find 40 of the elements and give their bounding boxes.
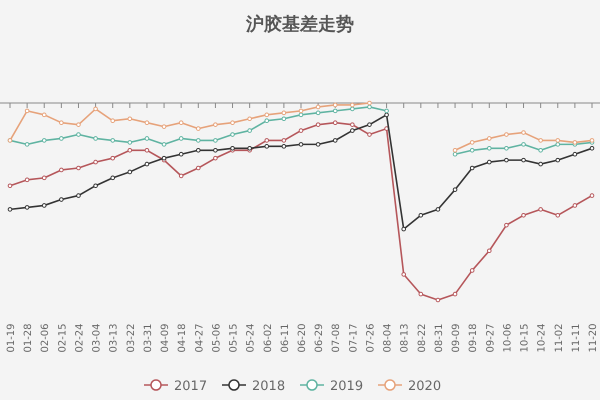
x-tick-label: 06-20 bbox=[297, 323, 308, 353]
x-tick-label: 04-18 bbox=[177, 323, 188, 353]
x-tick-label: 05-24 bbox=[246, 323, 257, 353]
x-tick-label: 07-26 bbox=[365, 323, 376, 353]
x-tick-label: 08-31 bbox=[434, 323, 445, 353]
x-tick-label: 02-15 bbox=[57, 323, 68, 353]
x-tick-label: 08-04 bbox=[382, 323, 394, 353]
x-tick-label: 06-02 bbox=[262, 323, 274, 353]
x-tick-label: 11-20 bbox=[588, 323, 599, 353]
x-tick-label: 03-13 bbox=[108, 323, 120, 353]
x-tick-label: 05-06 bbox=[211, 323, 222, 353]
x-tick-label: 06-11 bbox=[280, 323, 291, 353]
x-tick-label: 09-09 bbox=[451, 323, 462, 353]
x-tick-label: 06-29 bbox=[314, 323, 326, 353]
x-tick-label: 11-11 bbox=[570, 323, 582, 353]
x-tick-label: 04-09 bbox=[160, 323, 172, 353]
x-tick-label: 05-15 bbox=[228, 323, 240, 353]
x-tick-label: 11-02 bbox=[554, 323, 565, 353]
legend-label: 2018 bbox=[252, 379, 286, 394]
x-tick-label: 07-08 bbox=[331, 323, 342, 353]
x-tick-label: 03-04 bbox=[92, 323, 103, 353]
x-tick-label: 01-28 bbox=[23, 323, 34, 353]
x-tick-label: 09-27 bbox=[485, 323, 496, 353]
chart-title: 沪胶基差走势 bbox=[245, 14, 354, 35]
x-tick-label: 07-17 bbox=[348, 323, 360, 353]
legend-label: 2017 bbox=[174, 379, 208, 394]
x-tick-label: 08-13 bbox=[400, 323, 411, 353]
x-tick-label: 03-22 bbox=[126, 323, 137, 353]
x-tick-label: 09-18 bbox=[468, 323, 480, 353]
x-tick-label: 04-27 bbox=[194, 323, 206, 353]
x-tick-label: 01-19 bbox=[6, 323, 17, 353]
x-tick-label: 10-15 bbox=[520, 323, 531, 353]
legend-label: 2020 bbox=[408, 379, 442, 394]
x-tick-label: 03-31 bbox=[142, 323, 154, 353]
x-tick-label: 10-06 bbox=[502, 323, 514, 353]
legend-label: 2019 bbox=[330, 379, 364, 394]
x-tick-label: 08-22 bbox=[416, 323, 428, 353]
x-tick-label: 02-06 bbox=[40, 323, 52, 353]
x-tick-label: 10-24 bbox=[536, 323, 548, 353]
x-tick-label: 02-24 bbox=[74, 323, 86, 353]
